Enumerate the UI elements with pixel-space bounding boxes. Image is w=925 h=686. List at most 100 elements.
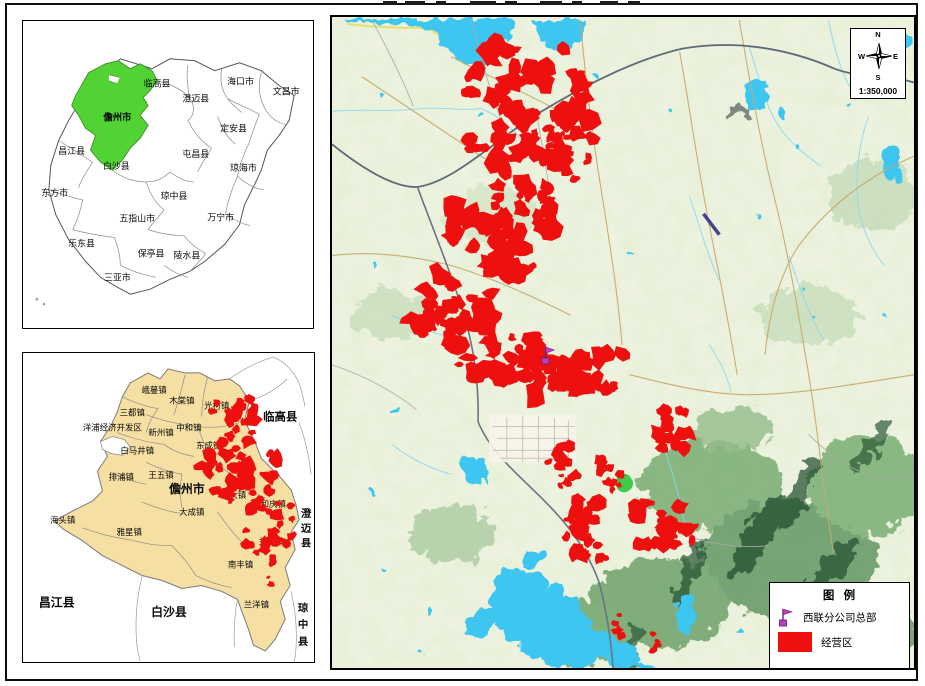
yangpu-bay-inlet	[99, 436, 131, 456]
operating-area-patch	[193, 460, 207, 471]
operating-area-patch	[443, 195, 467, 218]
operating-area-patch	[615, 481, 623, 488]
operating-area-patch	[573, 522, 590, 542]
place-label: 排浦镇	[109, 472, 135, 482]
operating-area-patch	[688, 534, 696, 546]
operating-area-patch	[205, 471, 215, 481]
cropped-title-remnant	[436, 1, 446, 5]
operating-area-layer	[399, 32, 700, 654]
operating-area-patch	[469, 211, 488, 227]
operating-area-patch	[484, 333, 502, 356]
operating-area-patch	[649, 631, 657, 638]
operating-area-patch	[528, 150, 548, 163]
operating-area-patch	[518, 74, 535, 88]
operating-area-patch	[612, 628, 620, 633]
place-label: 乐东县	[68, 238, 95, 250]
operating-area-patch	[655, 641, 662, 648]
operating-area-patch	[516, 350, 538, 373]
operating-area-patch	[269, 581, 275, 587]
operating-area-patch	[273, 500, 283, 507]
operating-area-patch	[241, 435, 258, 450]
operating-area-patch	[271, 536, 281, 547]
operating-area-patch	[208, 456, 218, 466]
operating-area-patch	[215, 436, 229, 452]
place-label: 琼中县	[161, 190, 188, 202]
operating-area-patch	[572, 550, 590, 564]
cropped-title-remnant	[628, 1, 640, 5]
operating-area-patch	[661, 531, 671, 541]
runway-feature	[702, 212, 721, 236]
operating-area-patch	[539, 214, 564, 241]
operating-area-patch	[252, 408, 258, 414]
operating-area-patch	[482, 86, 500, 110]
operating-area-patch	[240, 537, 255, 550]
operating-area-patch	[470, 143, 491, 153]
operating-area-patch	[660, 539, 671, 546]
place-label: 临高县	[144, 78, 171, 90]
highlighted-danzhou-region	[71, 60, 158, 171]
operating-area-patch	[265, 449, 275, 458]
neighbor-county-borders	[135, 356, 312, 662]
operating-area-patch	[260, 538, 269, 550]
operating-area-patch	[482, 312, 494, 320]
place-label: 儋州市	[103, 111, 132, 123]
compass-scale-box: N W E S 1:350,000	[850, 28, 906, 99]
operating-area-patch	[263, 483, 276, 497]
operating-area-patch	[268, 554, 277, 562]
operating-area-patch	[491, 117, 510, 134]
operating-area-patch	[464, 237, 481, 254]
place-label: 三亚市	[104, 271, 131, 283]
operating-area-patch	[256, 544, 272, 556]
operating-area-patch	[681, 425, 697, 441]
operating-area-patch	[609, 381, 619, 393]
place-label: 白马井镇	[120, 445, 154, 455]
operating-area-patch	[503, 368, 522, 386]
operating-area-patch	[594, 552, 607, 562]
hq-flag-marker	[541, 346, 556, 365]
cropped-title-remnant	[470, 1, 496, 5]
legend-title: 图 例	[822, 590, 859, 602]
operating-area-patch	[481, 287, 501, 300]
operating-area-patch	[231, 411, 240, 418]
operating-area-patch	[557, 482, 564, 489]
operating-area-patch	[488, 57, 503, 67]
operating-area-patch	[660, 410, 674, 425]
operating-area-patch	[565, 68, 579, 80]
operating-area-patch	[531, 213, 544, 227]
operating-area-patch	[490, 192, 505, 204]
operating-area-patch	[250, 495, 265, 508]
county-borders	[48, 64, 288, 278]
operating-area-patch	[486, 46, 500, 61]
place-label: 东成镇	[196, 440, 222, 450]
operating-area-patch	[440, 327, 459, 349]
province-locator-inset: 临高县 澄迈县 海口市 文昌市 儋州市 定安县 屯昌县 琼海市 昌江县 白沙县 东方市 琼中县 五指山市…	[22, 20, 314, 329]
compass-north-label: N	[875, 30, 881, 39]
operating-area-patch	[470, 310, 490, 331]
operating-area-patch	[266, 575, 271, 579]
compass-south-label: S	[875, 73, 881, 82]
township-detail-inset: 峨蔓镇木棠镇光村镇三都镇临高县洋浦经济开发区中和镇新州镇东成镇白马井镇排浦镇王五…	[22, 352, 315, 663]
map-scale: 1:350,000	[858, 86, 898, 96]
operating-area-patch	[596, 464, 606, 474]
operating-area-patch	[639, 498, 655, 509]
place-label: 保亭县	[138, 247, 165, 259]
operating-area-patch	[516, 121, 529, 134]
legend: 图 例 西联分公司总部 经营区	[769, 582, 910, 668]
operating-area-patch	[580, 89, 591, 102]
cropped-title-remnant	[600, 1, 618, 5]
operating-area-patch	[557, 358, 582, 388]
place-label: 文昌市	[273, 86, 300, 98]
operating-area-patch	[240, 417, 248, 426]
operating-area-swatch	[778, 632, 812, 652]
cropped-title-remnant	[383, 1, 397, 5]
operating-area-patch	[449, 213, 466, 228]
operating-area-patch	[269, 508, 285, 521]
operating-area-patch	[235, 451, 247, 461]
operating-area-patch	[217, 447, 237, 464]
operating-area-patch	[453, 361, 464, 368]
operating-area-patch	[617, 631, 627, 641]
operating-area-patch	[561, 163, 574, 177]
operating-area-patch	[539, 177, 553, 191]
hq-flag-icon	[779, 608, 793, 626]
danzhou-harbor-notch	[108, 74, 121, 84]
